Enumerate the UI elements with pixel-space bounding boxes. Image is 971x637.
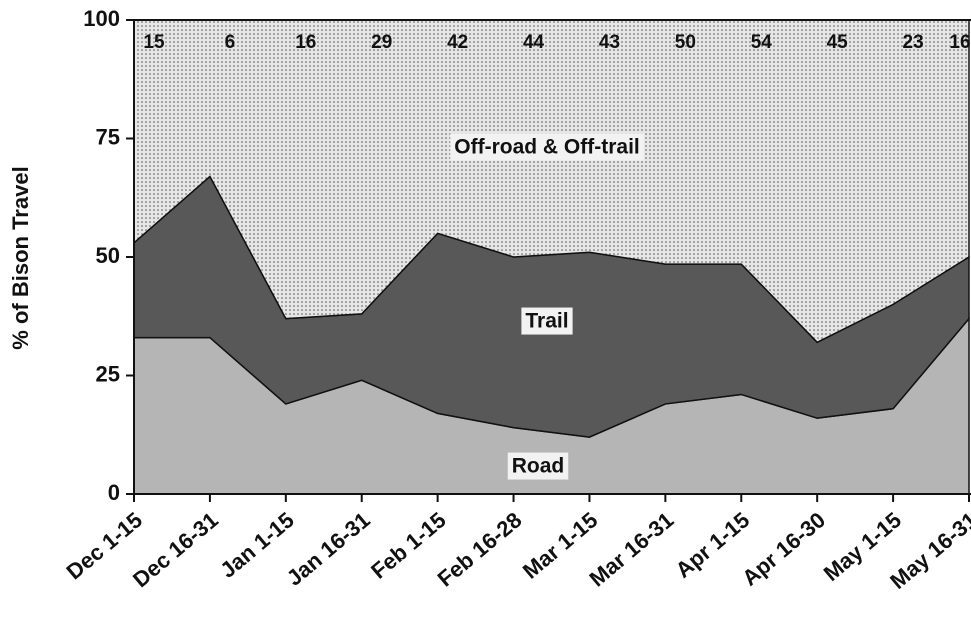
x-tick-label: Dec 16-31 — [128, 507, 223, 592]
y-tick-label: 100 — [83, 6, 120, 31]
sample-size: 54 — [751, 32, 773, 53]
x-tick-label: Mar 16-31 — [584, 507, 678, 591]
sample-size: 16 — [295, 32, 316, 53]
sample-size: 29 — [371, 32, 392, 53]
series-label: Off-road & Off-trail — [454, 136, 639, 159]
sample-size: 6 — [225, 32, 236, 53]
label-background — [507, 452, 569, 480]
sample-size: 16 — [949, 32, 970, 53]
y-tick-label: 0 — [108, 480, 120, 505]
sample-size: 45 — [827, 32, 849, 53]
sample-size: 43 — [599, 32, 620, 53]
sample-size: 42 — [447, 32, 468, 53]
series-label: Road — [512, 455, 565, 478]
y-axis-label: % of Bison Travel — [8, 166, 33, 349]
series-label: Trail — [525, 310, 568, 333]
sample-size: 44 — [523, 32, 545, 53]
y-tick-label: 25 — [96, 361, 120, 386]
y-tick-label: 50 — [96, 243, 120, 268]
label-background — [450, 133, 644, 161]
sample-size: 23 — [903, 32, 924, 53]
x-tick-label: Jan 16-31 — [282, 507, 375, 591]
sample-size: 50 — [675, 32, 696, 53]
sample-size: 15 — [143, 32, 165, 53]
y-tick-label: 75 — [96, 124, 120, 149]
label-background — [521, 307, 573, 335]
x-tick-label: Apr 16-30 — [737, 507, 830, 591]
x-tick-label: Feb 16-28 — [433, 507, 527, 591]
